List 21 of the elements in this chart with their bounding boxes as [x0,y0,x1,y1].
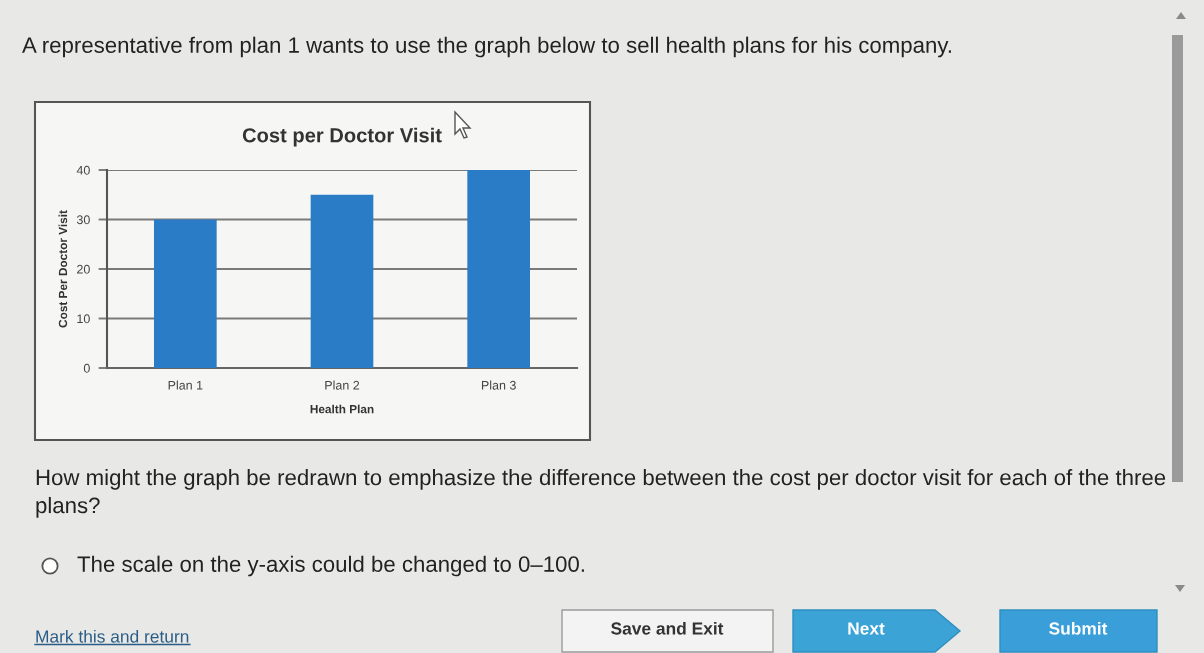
text: Submit [1049,621,1108,635]
text: The scale on the y-axis could be changed to 0–100. [77,555,584,577]
x-tick-label: Plan 3 [481,380,516,390]
y-axis-title: Cost Per Doctor Visit [58,210,68,328]
chart-title: Cost per Doctor Visit [242,127,442,147]
y-tick-label: 40 [76,165,90,175]
bar [154,219,217,368]
bar [467,170,530,368]
text: A representative from plan 1 wants to use the graph below to sell health plans for his company. [22,36,951,58]
y-tick-label: 10 [77,314,90,324]
bar [310,194,374,368]
text: Save and Exit [611,621,724,635]
x-axis-title: Health Plan [310,404,374,414]
text: How might the graph be redrawn to emphasize the difference between the cost per doctor visit for each of the three plans? [36,469,1166,518]
x-tick-label: Plan 2 [325,380,360,390]
x-tick-label: Plan 1 [168,380,203,390]
text: Next [848,622,885,635]
y-tick-label: 20 [77,264,90,274]
y-tick-label: 30 [76,215,90,225]
y-tick-label: 0 [83,363,90,373]
text: Mark this and return [36,629,189,643]
